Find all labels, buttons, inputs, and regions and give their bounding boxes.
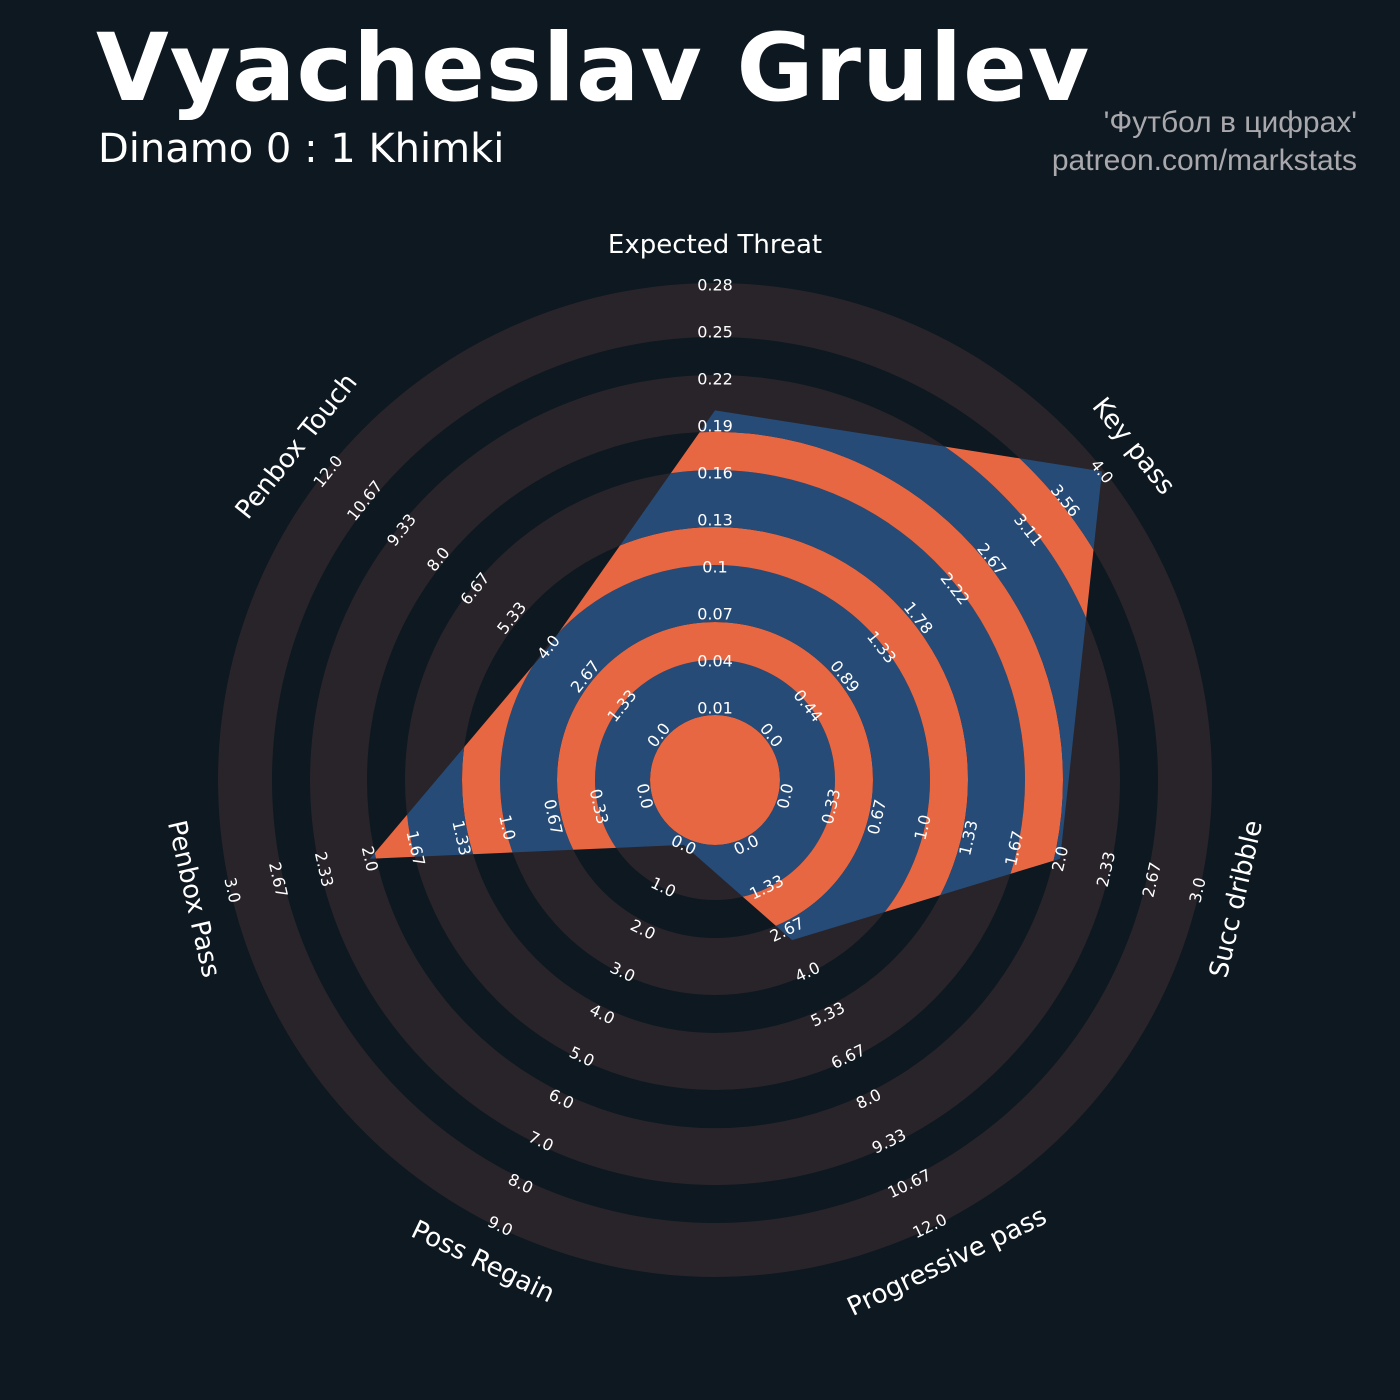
param-label: Succ dribble: [1204, 817, 1269, 980]
tick-label: 0.28: [697, 276, 733, 295]
tick-label: 0.07: [697, 605, 733, 624]
credit-line-1: 'Футбол в цифрах': [1103, 106, 1357, 139]
tick-label: 0.16: [697, 464, 733, 483]
tick-label: 0.01: [697, 699, 733, 718]
tick-label: 0.1: [702, 558, 727, 577]
polygon-ring-blue: [595, 660, 835, 900]
tick-label: 0.22: [697, 370, 733, 389]
param-label: Expected Threat: [608, 230, 822, 260]
match-score-subtitle: Dinamo 0 : 1 Khimki: [98, 126, 505, 172]
param-label: Penbox Pass: [161, 818, 226, 981]
player-name-title: Vyacheslav Grulev: [96, 14, 1091, 123]
tick-label: 0.25: [697, 323, 733, 342]
player-polygon: [369, 410, 1103, 941]
polygon-ring-orange: [650, 715, 780, 845]
tick-label: 0.13: [697, 511, 733, 530]
tick-label: 0.19: [697, 417, 733, 436]
credit-line-2: patreon.com/markstats: [1051, 144, 1357, 177]
tick-label: 0.04: [697, 652, 733, 671]
